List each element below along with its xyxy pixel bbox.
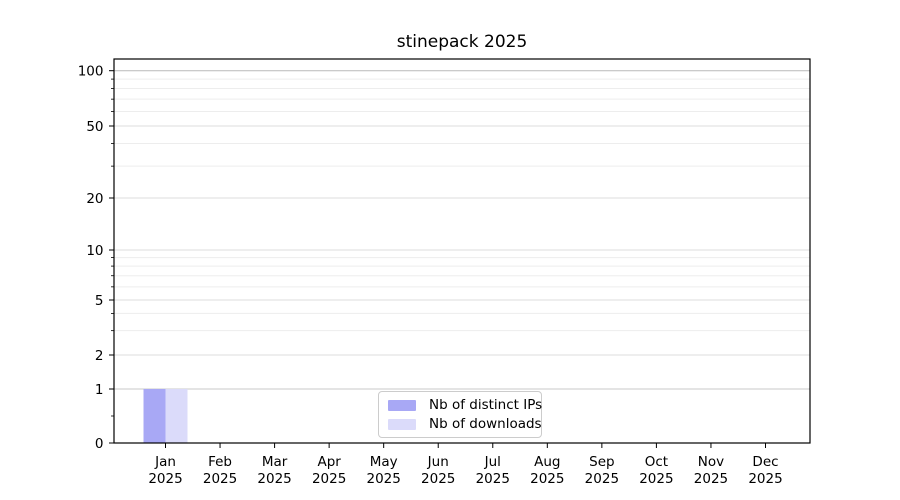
legend-label-downloads: Nb of downloads — [429, 416, 542, 432]
x-tick-label-month: Dec — [752, 454, 778, 470]
y-tick-label: 2 — [95, 348, 104, 364]
x-tick-label-month: Aug — [534, 454, 560, 470]
y-tick-label: 20 — [86, 191, 103, 207]
y-tick-label: 5 — [95, 293, 104, 309]
x-tick-label-year: 2025 — [639, 471, 673, 487]
x-tick-label-month: Oct — [645, 454, 668, 470]
y-tick-label: 100 — [78, 64, 104, 80]
bar-nb-of-downloads-jan — [165, 389, 188, 443]
legend-label-distinct-ips: Nb of distinct IPs — [429, 397, 543, 413]
x-tick-label-year: 2025 — [148, 471, 182, 487]
x-tick-label-month: Mar — [262, 454, 288, 470]
x-tick-label-month: May — [370, 454, 398, 470]
legend-item-downloads: Nb of downloads — [388, 415, 542, 433]
x-tick-label-year: 2025 — [530, 471, 564, 487]
x-tick-label-month: Nov — [698, 454, 724, 470]
x-tick-label-year: 2025 — [312, 471, 346, 487]
chart-title: stinepack 2025 — [396, 32, 528, 52]
y-tick-label: 50 — [86, 119, 103, 135]
legend: Nb of distinct IPs Nb of downloads — [378, 391, 542, 438]
legend-item-distinct-ips: Nb of distinct IPs — [388, 396, 542, 414]
x-tick-label-year: 2025 — [585, 471, 619, 487]
y-tick-label: 0 — [95, 436, 104, 452]
x-tick-label-year: 2025 — [203, 471, 237, 487]
x-tick-label-year: 2025 — [476, 471, 510, 487]
x-tick-label-month: Jan — [154, 454, 176, 470]
x-tick-label-year: 2025 — [421, 471, 455, 487]
x-tick-label-year: 2025 — [748, 471, 782, 487]
x-tick-label-year: 2025 — [694, 471, 728, 487]
x-tick-label-month: Apr — [317, 454, 341, 470]
x-tick-label-month: Sep — [589, 454, 614, 470]
x-tick-label-month: Jun — [427, 454, 449, 470]
x-tick-label-month: Jul — [484, 454, 501, 470]
x-tick-label-year: 2025 — [257, 471, 291, 487]
bar-nb-of-distinct-ips-jan — [143, 389, 166, 443]
x-tick-label-month: Feb — [208, 454, 232, 470]
legend-swatch-distinct-ips — [388, 399, 416, 411]
y-tick-label: 10 — [86, 243, 103, 259]
legend-swatch-downloads — [388, 418, 416, 430]
x-tick-label-year: 2025 — [367, 471, 401, 487]
y-tick-label: 1 — [95, 382, 104, 398]
plot-border — [113, 58, 811, 444]
